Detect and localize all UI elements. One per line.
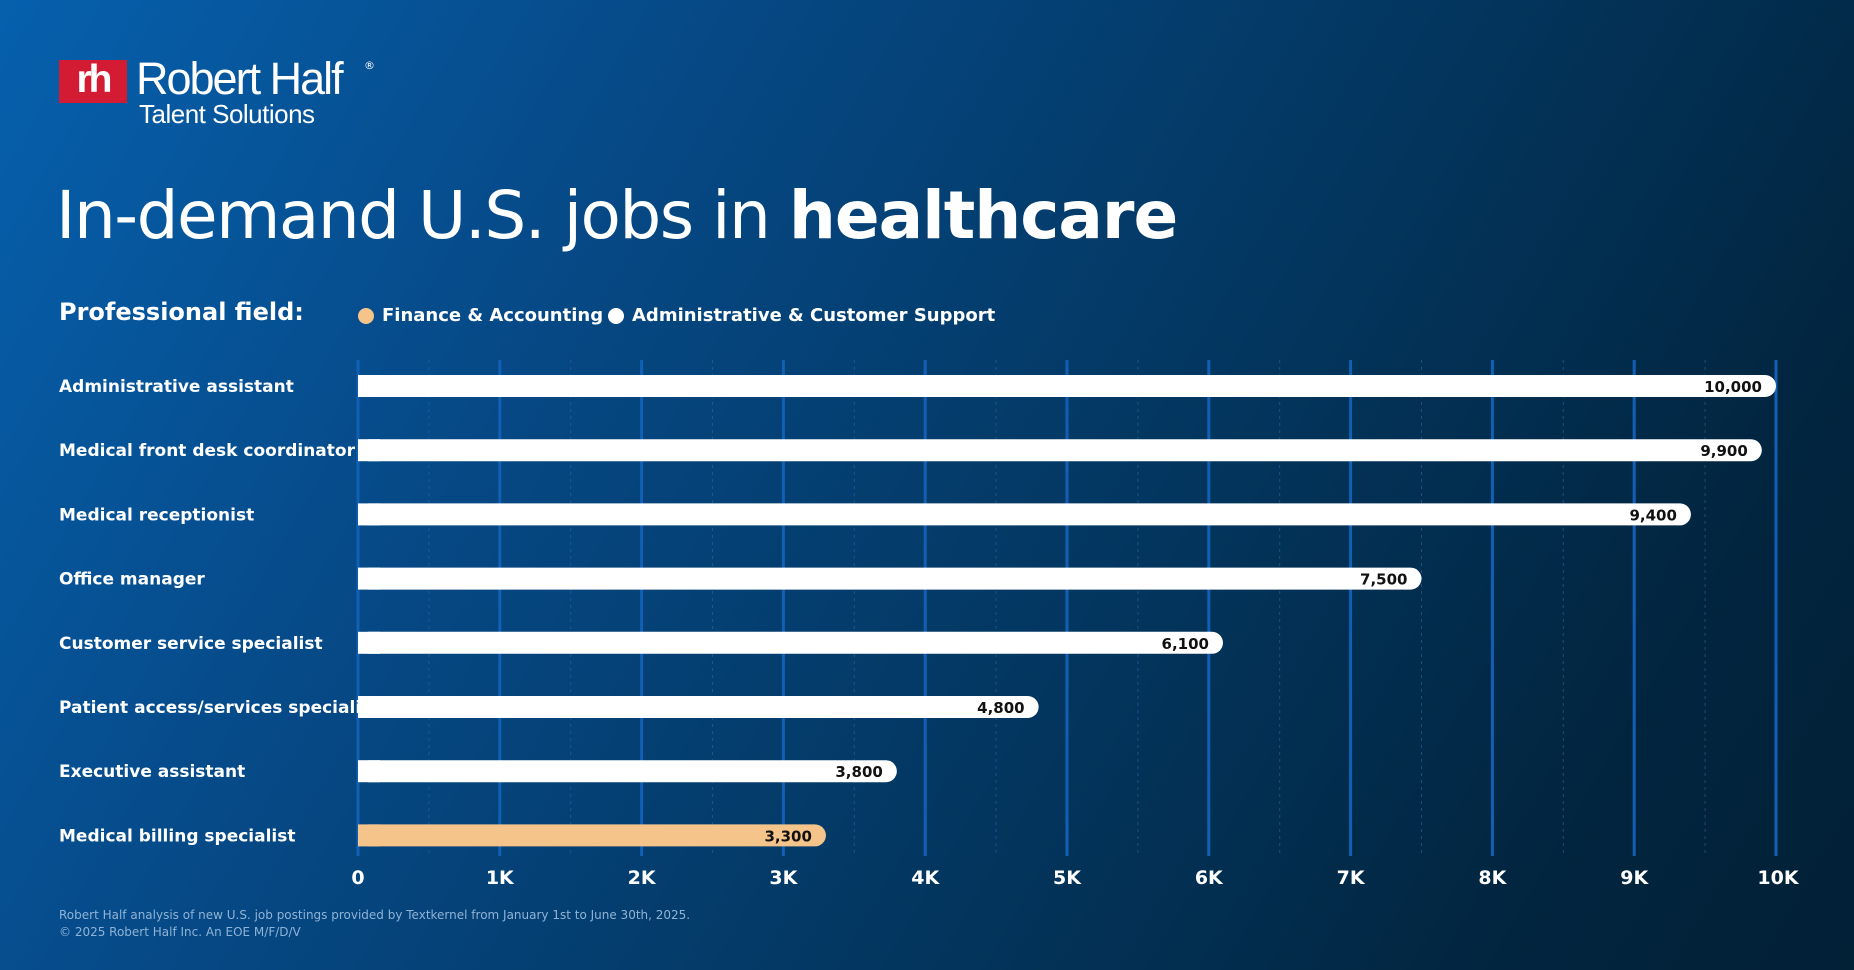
category-label: Executive assistant	[59, 762, 245, 782]
title-emphasis: healthcare	[788, 177, 1178, 254]
legend-label-finance: Finance & Accounting	[382, 305, 604, 326]
logo-subtitle: Talent Solutions	[139, 99, 315, 129]
legend-title: Professional field:	[59, 298, 304, 326]
page-title: In-demand U.S. jobs in healthcare	[56, 176, 1178, 256]
value-label: 4,800	[977, 699, 1024, 717]
title-prefix: In-demand U.S. jobs in	[56, 177, 789, 254]
bar-square-start	[358, 503, 380, 526]
legend-item-finance: Finance & Accounting	[358, 305, 603, 326]
x-tick-label: 8K	[1478, 867, 1507, 889]
x-tick-label: 10K	[1757, 867, 1799, 889]
bar	[358, 503, 1691, 526]
category-label: Patient access/services specialist	[59, 698, 379, 718]
value-label: 9,900	[1700, 442, 1747, 460]
logo-name: Robert Half	[136, 53, 344, 104]
category-label: Medical front desk coordinator	[59, 441, 356, 461]
value-label: 6,100	[1162, 635, 1209, 653]
legend-swatch-admin	[608, 307, 624, 324]
legend-label-admin: Administrative & Customer Support	[632, 305, 996, 326]
bar	[358, 631, 1223, 654]
category-label: Medical billing specialist	[59, 826, 296, 846]
category-label: Customer service specialist	[59, 634, 323, 654]
category-label: Office manager	[59, 570, 205, 590]
legend-swatch-finance	[358, 307, 374, 324]
bar	[358, 760, 897, 783]
bar-square-start	[358, 631, 380, 654]
bar	[358, 696, 1039, 718]
legend-item-admin: Administrative & Customer Support	[608, 305, 995, 326]
company-logo: rh Robert Half ® Talent Solutions	[59, 53, 389, 129]
value-label: 3,800	[835, 763, 882, 781]
value-label: 9,400	[1629, 506, 1676, 524]
bar-square-start	[358, 375, 380, 397]
x-tick-label: 3K	[769, 867, 798, 889]
x-tick-label: 9K	[1620, 867, 1649, 889]
bar	[358, 567, 1422, 590]
x-tick-label: 7K	[1337, 867, 1366, 889]
bar-square-start	[358, 824, 380, 847]
logo-mark: rh	[59, 60, 127, 103]
bar	[358, 375, 1776, 397]
value-label: 7,500	[1360, 571, 1407, 589]
category-label: Administrative assistant	[59, 377, 294, 397]
footnote-copyright: © 2025 Robert Half Inc. An EOE M/F/D/V	[59, 925, 301, 939]
category-label: Medical receptionist	[59, 505, 254, 525]
bar-square-start	[358, 439, 380, 462]
footnote-source: Robert Half analysis of new U.S. job pos…	[59, 908, 691, 922]
x-tick-label: 2K	[628, 867, 657, 889]
bar-square-start	[358, 696, 380, 718]
bar	[358, 824, 826, 847]
x-tick-label: 4K	[911, 867, 940, 889]
x-tick-label: 6K	[1195, 867, 1224, 889]
bar-square-start	[358, 760, 380, 783]
bar	[358, 439, 1762, 462]
x-tick-label: 0	[351, 867, 364, 889]
x-tick-label: 1K	[486, 867, 515, 889]
bar-square-start	[358, 567, 380, 590]
bar-chart: Administrative assistant 10,000 Medical fr…	[59, 360, 1799, 889]
value-label: 3,300	[764, 827, 811, 845]
x-tick-label: 5K	[1053, 867, 1082, 889]
value-label: 10,000	[1704, 378, 1762, 396]
registered-mark: ®	[364, 59, 375, 72]
